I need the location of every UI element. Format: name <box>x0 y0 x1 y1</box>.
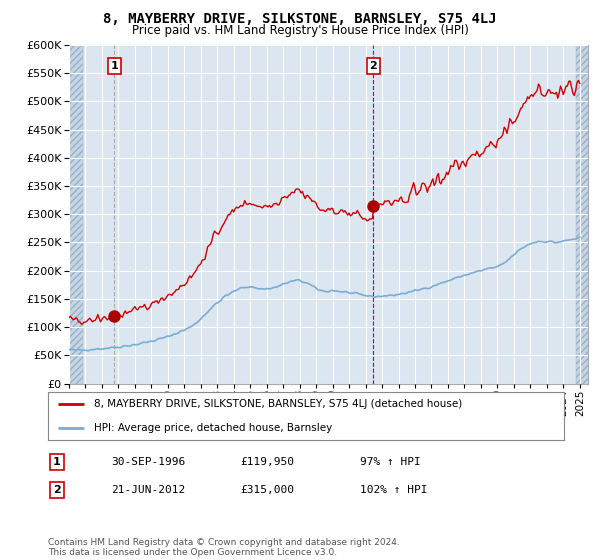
Line: 8, MAYBERRY DRIVE, SILKSTONE, BARNSLEY, S75 4LJ (detached house): 8, MAYBERRY DRIVE, SILKSTONE, BARNSLEY, … <box>69 81 580 324</box>
8, MAYBERRY DRIVE, SILKSTONE, BARNSLEY, S75 4LJ (detached house) <box>78 321 85 328</box>
Text: 2: 2 <box>370 61 377 71</box>
8, MAYBERRY DRIVE, SILKSTONE, BARNSLEY, S75 4LJ (detached house) <box>571 92 578 99</box>
Text: 21-JUN-2012: 21-JUN-2012 <box>111 485 185 495</box>
Line: HPI: Average price, detached house, Barnsley: HPI: Average price, detached house, Barn… <box>69 237 580 351</box>
HPI: Average price, detached house, Barnsley: (2e+03, 7.63e+04): Average price, detached house, Barnsley:… <box>152 337 159 344</box>
Text: £119,950: £119,950 <box>240 457 294 467</box>
Text: Price paid vs. HM Land Registry's House Price Index (HPI): Price paid vs. HM Land Registry's House … <box>131 24 469 37</box>
8, MAYBERRY DRIVE, SILKSTONE, BARNSLEY, S75 4LJ (detached house) <box>149 298 157 305</box>
HPI: Average price, detached house, Barnsley: (1.99e+03, 6.04e+04): Average price, detached house, Barnsley:… <box>65 346 73 353</box>
Text: 1: 1 <box>53 457 61 467</box>
Text: 102% ↑ HPI: 102% ↑ HPI <box>360 485 427 495</box>
Text: 97% ↑ HPI: 97% ↑ HPI <box>360 457 421 467</box>
Text: 30-SEP-1996: 30-SEP-1996 <box>111 457 185 467</box>
8, MAYBERRY DRIVE, SILKSTONE, BARNSLEY, S75 4LJ (detached house) <box>575 77 582 84</box>
HPI: Average price, detached house, Barnsley: (2.02e+03, 2.6e+05): Average price, detached house, Barnsley:… <box>576 234 583 240</box>
Bar <box>577 45 593 384</box>
Text: HPI: Average price, detached house, Barnsley: HPI: Average price, detached house, Barn… <box>94 423 332 433</box>
8, MAYBERRY DRIVE, SILKSTONE, BARNSLEY, S75 4LJ (detached house) <box>576 80 583 87</box>
HPI: Average price, detached house, Barnsley: (2e+03, 1.26e+05): Average price, detached house, Barnsley:… <box>204 309 211 316</box>
8, MAYBERRY DRIVE, SILKSTONE, BARNSLEY, S75 4LJ (detached house) <box>152 298 159 305</box>
HPI: Average price, detached house, Barnsley: (2e+03, 5.82e+04): Average price, detached house, Barnsley:… <box>85 347 92 354</box>
Text: 8, MAYBERRY DRIVE, SILKSTONE, BARNSLEY, S75 4LJ: 8, MAYBERRY DRIVE, SILKSTONE, BARNSLEY, … <box>103 12 497 26</box>
8, MAYBERRY DRIVE, SILKSTONE, BARNSLEY, S75 4LJ (detached house) <box>65 314 73 321</box>
Text: £315,000: £315,000 <box>240 485 294 495</box>
Text: 1: 1 <box>110 61 118 71</box>
HPI: Average price, detached house, Barnsley: (2.02e+03, 2.56e+05): Average price, detached house, Barnsley:… <box>571 236 578 242</box>
8, MAYBERRY DRIVE, SILKSTONE, BARNSLEY, S75 4LJ (detached house) <box>532 89 539 96</box>
Text: Contains HM Land Registry data © Crown copyright and database right 2024.
This d: Contains HM Land Registry data © Crown c… <box>48 538 400 557</box>
Text: 2: 2 <box>53 485 61 495</box>
Bar <box>69 45 83 384</box>
HPI: Average price, detached house, Barnsley: (2.02e+03, 2.5e+05): Average price, detached house, Barnsley:… <box>532 239 539 246</box>
Text: 8, MAYBERRY DRIVE, SILKSTONE, BARNSLEY, S75 4LJ (detached house): 8, MAYBERRY DRIVE, SILKSTONE, BARNSLEY, … <box>94 399 463 409</box>
HPI: Average price, detached house, Barnsley: (2e+03, 6.07e+04): Average price, detached house, Barnsley:… <box>91 346 98 353</box>
HPI: Average price, detached house, Barnsley: (2e+03, 7.48e+04): Average price, detached house, Barnsley:… <box>149 338 157 345</box>
8, MAYBERRY DRIVE, SILKSTONE, BARNSLEY, S75 4LJ (detached house) <box>91 317 98 324</box>
8, MAYBERRY DRIVE, SILKSTONE, BARNSLEY, S75 4LJ (detached house) <box>204 243 211 250</box>
